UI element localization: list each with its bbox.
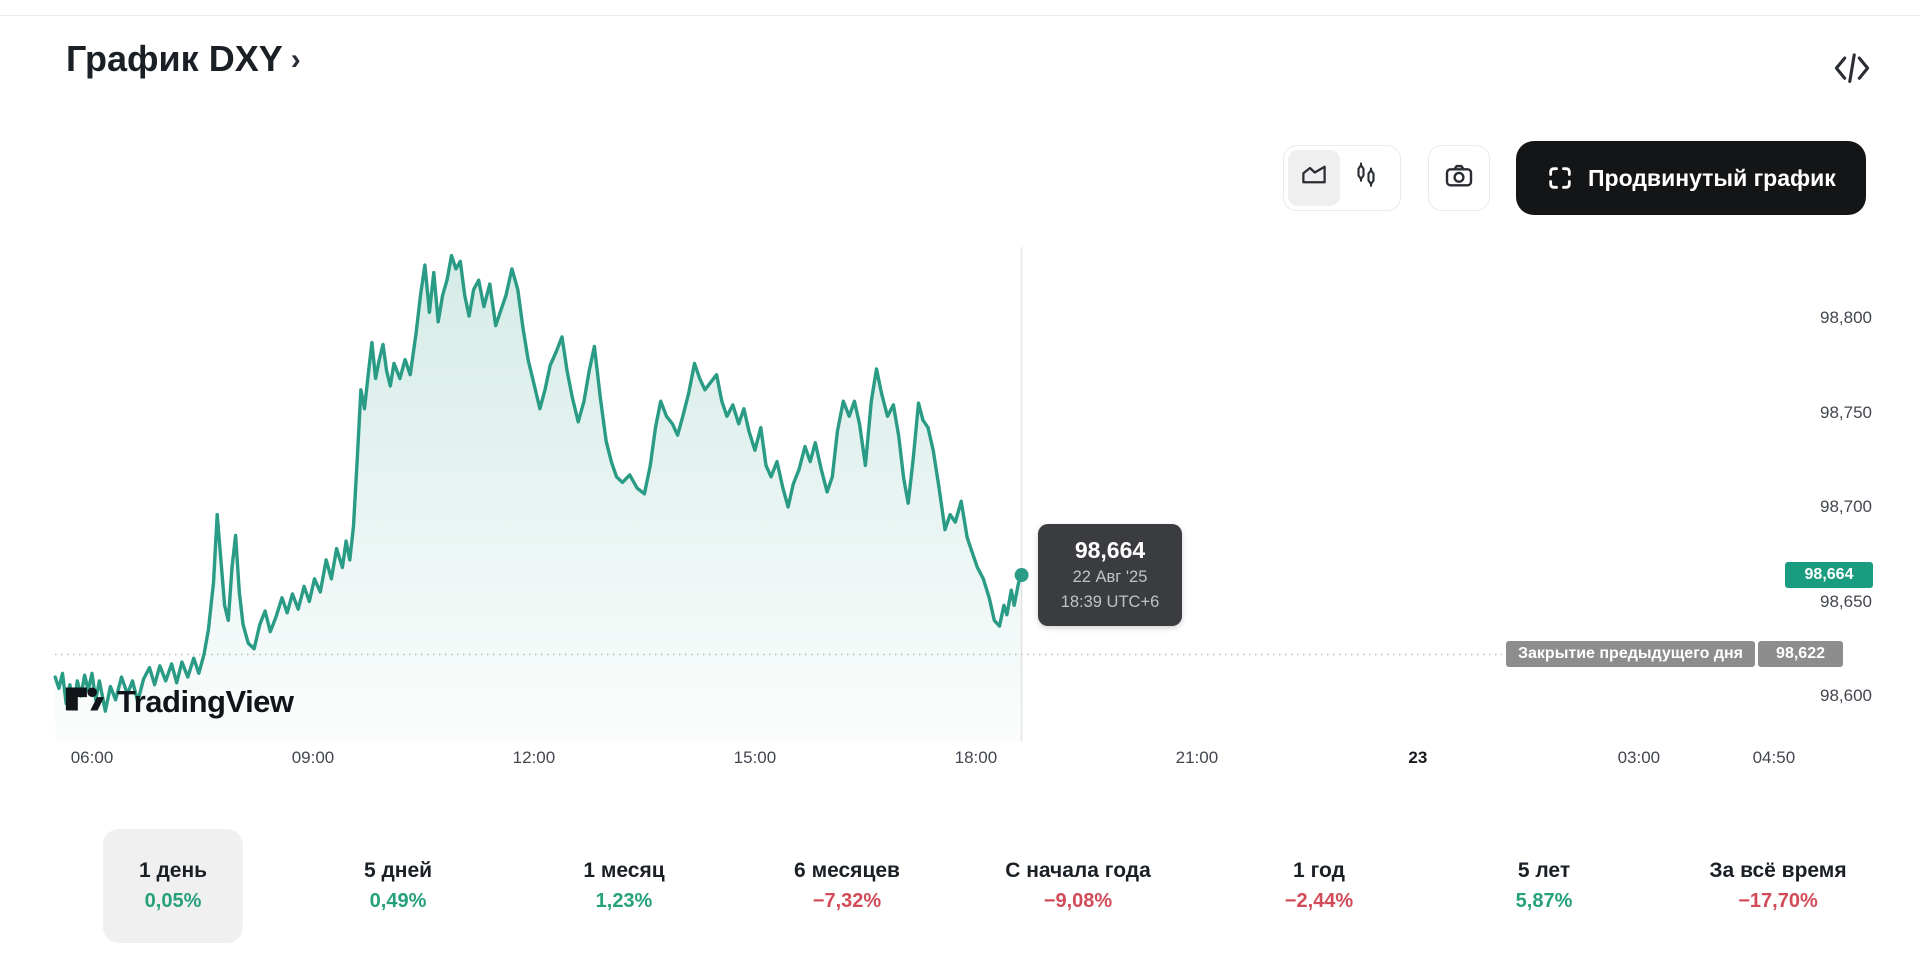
- range-label: 1 день: [138, 859, 208, 882]
- previous-close-value: 98,622: [1758, 641, 1844, 668]
- tradingview-logo-text: TradingView: [117, 683, 294, 719]
- range-label: С начала года: [1005, 859, 1151, 882]
- top-divider: [0, 15, 1920, 16]
- time-tick-label: 03:00: [1617, 748, 1661, 767]
- fullscreen-icon: [1546, 164, 1574, 192]
- last-price-dot: [1014, 568, 1029, 583]
- range-change-percent: 0,05%: [144, 890, 202, 912]
- range-change-percent: 1,23%: [595, 890, 653, 912]
- range-button-8[interactable]: За всё время −17,70%: [1673, 829, 1882, 943]
- price-tick-label: 98,800: [1820, 308, 1872, 327]
- range-change-percent: 5,87%: [1515, 890, 1573, 912]
- range-button-6[interactable]: 1 год −2,44%: [1249, 829, 1389, 943]
- current-price-badge: 98,664: [1785, 562, 1873, 589]
- page-title: График DXY: [66, 38, 283, 79]
- tradingview-logo-icon: [62, 676, 108, 727]
- range-label: 1 месяц: [583, 859, 665, 882]
- range-label: 1 год: [1293, 859, 1345, 882]
- tooltip-time: 18:39 UTC+6: [1060, 592, 1160, 611]
- range-change-percent: −17,70%: [1738, 890, 1818, 912]
- range-label: 6 месяцев: [794, 859, 900, 882]
- price-tick-label: 98,700: [1820, 497, 1872, 516]
- range-button-7[interactable]: 5 лет 5,87%: [1480, 829, 1609, 943]
- time-tick-label: 21:00: [1175, 748, 1219, 767]
- advanced-chart-label: Продвинутый график: [1588, 164, 1836, 191]
- range-button-1[interactable]: 1 день 0,05%: [102, 829, 244, 943]
- price-tick-label: 98,600: [1820, 686, 1872, 705]
- range-label: 5 лет: [1517, 859, 1571, 882]
- range-change-percent: −7,32%: [812, 890, 882, 912]
- price-tick-label: 98,750: [1820, 402, 1872, 422]
- range-button-5[interactable]: С начала года −9,08%: [969, 829, 1187, 943]
- camera-icon: [1443, 160, 1475, 197]
- previous-close-badge: Закрытие предыдущего дня 98,622: [1506, 641, 1844, 668]
- range-change-percent: 0,49%: [369, 890, 427, 912]
- range-label: За всё время: [1709, 859, 1847, 882]
- time-tick-label: 09:00: [291, 748, 335, 767]
- range-button-2[interactable]: 5 дней 0,49%: [328, 829, 468, 943]
- tooltip-date: 22 Авг '25: [1072, 567, 1148, 586]
- range-change-percent: −9,08%: [1043, 890, 1113, 912]
- area-chart-icon: [1299, 161, 1329, 196]
- range-button-3[interactable]: 1 месяц 1,23%: [547, 829, 700, 943]
- price-line: [53, 253, 1024, 713]
- tooltip-price: 98,664: [1074, 536, 1146, 563]
- time-tick-label: 12:00: [512, 748, 556, 767]
- chart-title-link[interactable]: График DXY ›: [66, 38, 301, 80]
- tradingview-attribution-link[interactable]: TradingView: [62, 676, 294, 727]
- time-tick-label: 23: [1408, 748, 1428, 767]
- price-area-fill: [55, 255, 1022, 742]
- range-change-percent: −2,44%: [1284, 890, 1354, 912]
- candles-style-button[interactable]: [1340, 150, 1392, 206]
- time-tick-label: 18:00: [954, 748, 998, 767]
- snapshot-button[interactable]: [1428, 145, 1490, 211]
- previous-close-label: Закрытие предыдущего дня: [1506, 641, 1756, 668]
- chart-style-switcher: [1283, 145, 1401, 211]
- time-tick-label: 06:00: [70, 748, 114, 767]
- range-label: 5 дней: [363, 859, 433, 882]
- price-tick-label: 98,650: [1820, 591, 1872, 611]
- embed-code-button[interactable]: [1828, 48, 1876, 96]
- advanced-chart-button[interactable]: Продвинутый график: [1516, 141, 1866, 215]
- area-style-button[interactable]: [1288, 150, 1340, 206]
- time-tick-label: 04:50: [1752, 748, 1796, 767]
- range-button-4[interactable]: 6 месяцев −7,32%: [758, 829, 936, 943]
- code-icon: [1830, 48, 1874, 97]
- crosshair-tooltip: 98,664 22 Авг '25 18:39 UTC+6: [1038, 524, 1182, 626]
- chevron-right-icon: ›: [290, 43, 301, 76]
- candlestick-chart-icon: [1351, 161, 1381, 196]
- time-tick-label: 15:00: [733, 748, 777, 767]
